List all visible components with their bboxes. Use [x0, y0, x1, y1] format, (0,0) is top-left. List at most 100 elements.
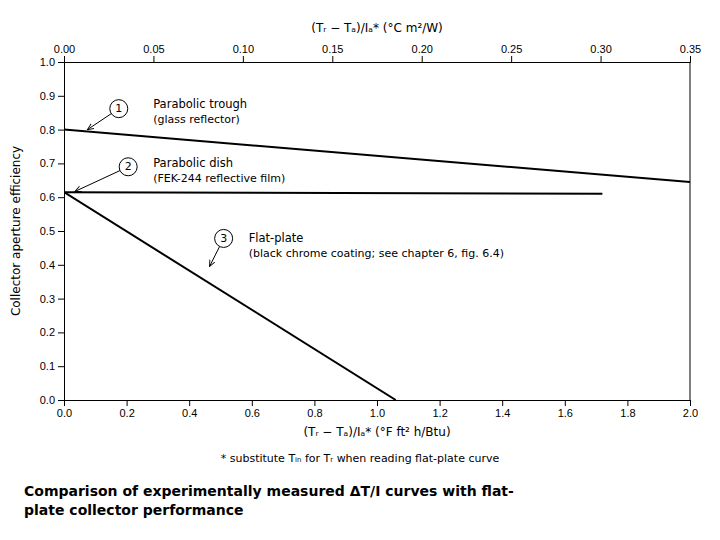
tick-label: 0.2: [119, 407, 134, 419]
tick: 2.0: [683, 400, 698, 419]
annotation-text: (glass reflector): [153, 113, 240, 126]
tick: 0.4: [182, 400, 197, 419]
tick-label: 0.5: [40, 225, 55, 237]
tick: 0.5: [40, 225, 64, 237]
line: [64, 192, 396, 400]
x2-axis: 0.00 0.05 0.10 0.15 0.20 0.25 0.30 0.35: [54, 43, 701, 63]
annotation-circle: [119, 158, 137, 176]
annotation-arrow: [75, 171, 120, 192]
tick-label: 0.25: [501, 43, 522, 55]
annotation-number: 2: [125, 160, 132, 173]
tick-label: 0.4: [182, 407, 197, 419]
tick: 0.35: [680, 43, 701, 62]
tick: 1.8: [620, 400, 635, 419]
tick-mark: [243, 56, 244, 62]
y-axis-title: Collector aperture efficiency: [9, 146, 23, 316]
annotation-text: Flat-plate: [249, 231, 304, 245]
tick-mark: [58, 231, 64, 232]
axis-line: [58, 63, 65, 401]
tick: 0.0: [57, 400, 72, 419]
annotation-number: 1: [115, 102, 122, 115]
title: Comparison of experimentally measured ΔT…: [24, 483, 514, 518]
tick-label: 0.00: [54, 43, 75, 55]
annotation-text: (black chrome coating; see chapter 6, fi…: [249, 247, 504, 260]
tick-mark: [58, 299, 64, 300]
tick-label: 0.7: [40, 157, 55, 169]
footnote: * substitute Tᵢₙ for Tᵣ when reading fla…: [221, 452, 500, 465]
tick: 0.00: [54, 43, 75, 62]
tick: 1.2: [432, 400, 447, 419]
tick: 0.25: [501, 43, 522, 62]
tick-label: 0.8: [40, 124, 55, 136]
axis-line: [65, 401, 691, 407]
tick-label: 1.8: [620, 407, 635, 419]
tick-mark: [153, 56, 154, 62]
tick: 0.2: [40, 326, 64, 338]
tick-label: 0.6: [245, 407, 260, 419]
tick: 0.9: [40, 90, 64, 102]
tick: 0.4: [40, 259, 64, 271]
tick-label: 0.0: [40, 394, 55, 406]
annotation-number: 3: [220, 232, 227, 245]
tick-label: 0.05: [143, 43, 164, 55]
tick-mark: [58, 366, 64, 367]
tick-label: 0.15: [322, 43, 343, 55]
tick-mark: [377, 400, 378, 406]
tick-label: 1.6: [558, 407, 573, 419]
tick: 1.4: [495, 400, 510, 419]
tick-label: 0.35: [680, 43, 701, 55]
tick-mark: [601, 56, 602, 62]
annotations: 1 Parabolic trough (glass reflector) 2 Parab…: [75, 97, 504, 266]
tick: 0.6: [40, 191, 64, 203]
tick-label: 0.20: [412, 43, 433, 55]
tick-mark: [58, 62, 64, 63]
tick-label: 1.4: [495, 407, 510, 419]
tick-mark: [627, 400, 628, 406]
tick-mark: [314, 400, 315, 406]
tick-mark: [422, 56, 423, 62]
tick-label: 0.2: [40, 326, 55, 338]
lines: [64, 130, 690, 400]
tick: 1.6: [558, 400, 573, 419]
tick-mark: [58, 130, 64, 131]
tick-label: 0.4: [40, 259, 55, 271]
tick-mark: [565, 400, 566, 406]
annotation-circle: [110, 100, 128, 118]
annotation-arrow: [87, 114, 111, 130]
tick-label: 0.30: [590, 43, 611, 55]
tick: 0.6: [245, 400, 260, 419]
tick-label: 0.10: [233, 43, 254, 55]
tick-mark: [58, 265, 64, 266]
tick: 0.3: [40, 293, 64, 305]
tick-label: 0.0: [57, 407, 72, 419]
tick-label: 0.8: [307, 407, 322, 419]
tick-mark: [332, 56, 333, 62]
annotation-text: Parabolic trough: [153, 97, 247, 111]
tick-mark: [58, 197, 64, 198]
tick: 0.0: [40, 394, 64, 406]
tick-label: 1.0: [40, 56, 55, 68]
tick-mark: [189, 400, 190, 406]
annotation-arrow: [210, 246, 220, 266]
tick-mark: [252, 400, 253, 406]
annotation-text: Parabolic dish: [153, 156, 233, 170]
tick-mark: [58, 332, 64, 333]
tick-mark: [127, 400, 128, 406]
tick: 1.0: [40, 56, 64, 68]
line: [64, 192, 602, 194]
tick-mark: [502, 400, 503, 406]
annotation-text: (FEK-244 reflective film): [153, 172, 285, 185]
tick: 1.0: [370, 400, 385, 419]
tick: 0.10: [233, 43, 254, 62]
tick: 0.30: [590, 43, 611, 62]
tick: 0.2: [119, 400, 134, 419]
tick-mark: [690, 56, 691, 62]
tick-label: 1.2: [432, 407, 447, 419]
tick-mark: [58, 163, 64, 164]
tick-label: 1.0: [370, 407, 385, 419]
tick: 0.05: [143, 43, 164, 62]
axis-line: [65, 56, 691, 63]
tick: 0.1: [40, 360, 64, 372]
x2-axis-title: (Tᵣ − Tₐ)/Iₐ* (°C m²/W): [311, 21, 443, 35]
tick: 0.15: [322, 43, 343, 62]
